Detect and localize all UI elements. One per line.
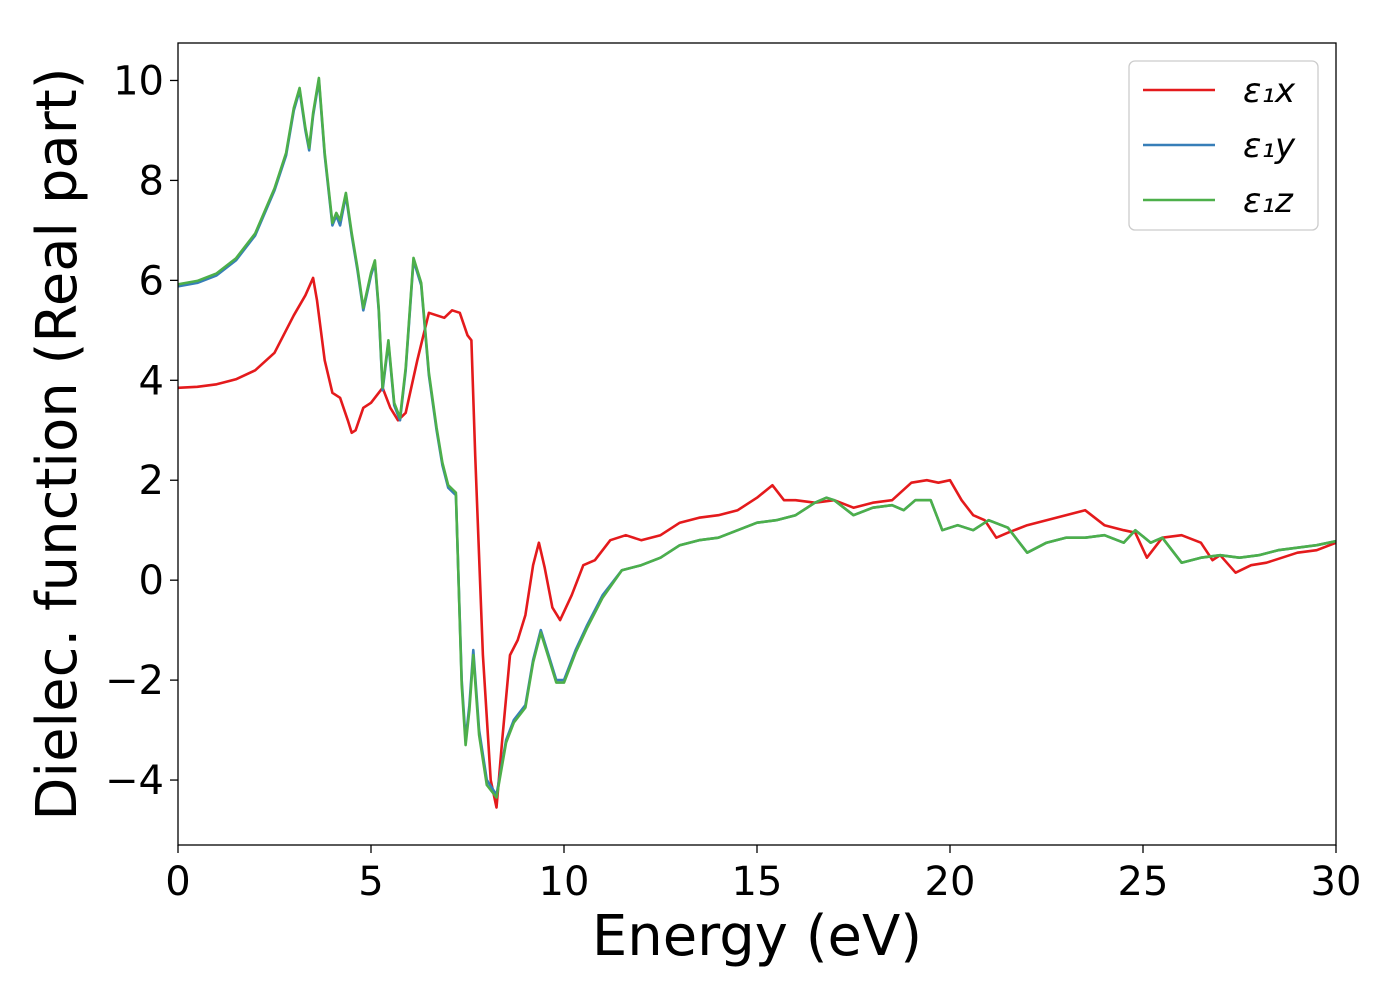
legend-label-3: ε₁z xyxy=(1243,181,1294,221)
legend-label-1: ε₁x xyxy=(1243,71,1296,111)
x-axis: 0 5 10 15 20 25 30 xyxy=(165,845,1361,905)
x-tick-label: 5 xyxy=(358,859,383,905)
y-tick-label: 2 xyxy=(139,458,164,504)
y-tick-label: −2 xyxy=(105,658,164,704)
x-tick-label: 0 xyxy=(165,859,190,905)
y-axis: −4 −2 0 2 4 6 8 10 xyxy=(105,58,178,804)
y-axis-title: Dielec. function (Real part) xyxy=(25,67,90,820)
x-tick-label: 30 xyxy=(1311,859,1362,905)
series-layer xyxy=(178,76,1336,809)
x-tick-label: 15 xyxy=(732,859,783,905)
x-tick-label: 25 xyxy=(1118,859,1169,905)
x-tick-label: 10 xyxy=(539,859,590,905)
x-tick-label: 20 xyxy=(925,859,976,905)
y-tick-label: 8 xyxy=(139,158,164,204)
y-tick-label: 0 xyxy=(139,558,164,604)
series-line-3 xyxy=(178,76,1336,799)
legend: ε₁x ε₁y ε₁z xyxy=(1128,60,1319,231)
y-tick-label: −4 xyxy=(105,758,164,804)
x-axis-title: Energy (eV) xyxy=(592,904,922,969)
y-tick-label: 4 xyxy=(139,358,164,404)
y-tick-label: 6 xyxy=(139,258,164,304)
y-tick-label: 10 xyxy=(113,58,164,104)
legend-label-2: ε₁y xyxy=(1243,126,1296,166)
series-line-1 xyxy=(178,276,1336,809)
legend-box xyxy=(1128,60,1319,231)
